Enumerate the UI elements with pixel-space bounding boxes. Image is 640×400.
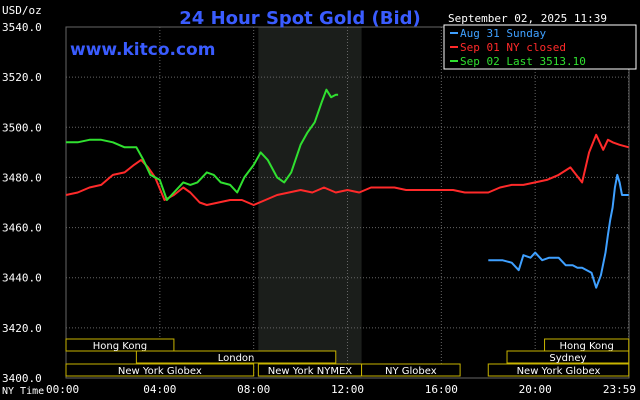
session-band: NY Globex xyxy=(361,363,461,377)
kitco-watermark: www.kitco.com xyxy=(70,40,215,60)
series-line-0 xyxy=(488,173,629,289)
y-tick-label: 3480.0 xyxy=(2,171,42,184)
highlight-layer xyxy=(258,27,362,378)
session-band: New York Globex xyxy=(65,363,255,377)
session-box xyxy=(135,350,337,364)
session-box xyxy=(487,363,630,377)
y-tick-label: 3400.0 xyxy=(2,372,42,385)
legend-item-sep01: Sep 01 NY closed xyxy=(450,41,566,54)
session-label: Hong Kong xyxy=(93,341,147,352)
x-tick-label: 04:00 xyxy=(143,383,176,396)
y-tick-label: 3420.0 xyxy=(2,322,42,335)
x-tick-label: 12:00 xyxy=(331,383,364,396)
session-label: London xyxy=(218,353,255,364)
session-label: Sydney xyxy=(549,353,586,364)
session-band: Sydney xyxy=(506,350,630,364)
session-bands: Hong Kong Hong Kong London Sydney New York G… xyxy=(65,338,630,377)
session-band: New York Globex xyxy=(487,363,630,377)
y-tick-label: 3500.0 xyxy=(2,121,42,134)
y-tick-label: 3460.0 xyxy=(2,222,42,235)
y-tick-labels: 3540.0 3520.0 3500.0 3480.0 3460.0 3440.0 3420… xyxy=(2,21,42,385)
session-label: Hong Kong xyxy=(559,341,613,352)
session-label: New York Globex xyxy=(517,366,601,377)
y-tick-label: 3440.0 xyxy=(2,272,42,285)
plot-frame xyxy=(65,26,630,379)
y-tick-label: 3520.0 xyxy=(2,71,42,84)
legend-item-sep02: Sep 02 Last 3513.10 xyxy=(450,55,586,68)
series-line-2 xyxy=(66,88,339,201)
session-box xyxy=(65,338,175,352)
legend-label: Sep 01 NY closed xyxy=(460,41,566,54)
x-tick-label: 23:59 xyxy=(603,383,636,396)
session-band: London xyxy=(135,350,337,364)
session-box xyxy=(361,363,461,377)
legend-item-aug31: Aug 31 Sunday xyxy=(450,27,546,40)
legend-label: Sep 02 Last 3513.10 xyxy=(460,55,586,68)
x-tick-labels: 00:00 04:00 08:00 12:00 16:00 20:00 23:59 xyxy=(46,383,636,396)
session-band: Hong Kong xyxy=(544,338,630,352)
legend-label: Aug 31 Sunday xyxy=(460,27,546,40)
y-axis-units: USD/oz xyxy=(2,4,42,17)
x-tick-label: 20:00 xyxy=(519,383,552,396)
legend-box xyxy=(443,24,637,70)
chart-datetime: September 02, 2025 11:39 xyxy=(448,12,607,25)
session-label: New York NYMEX xyxy=(268,366,353,377)
session-box xyxy=(65,363,255,377)
x-tick-label: 00:00 xyxy=(46,383,79,396)
session-band: New York NYMEX xyxy=(257,363,363,377)
x-tick-label: 16:00 xyxy=(425,383,458,396)
nymex-highlight-band xyxy=(258,27,362,378)
chart-title: 24 Hour Spot Gold (Bid) xyxy=(179,8,420,29)
legend: Aug 31 Sunday Sep 01 NY closed Sep 02 La… xyxy=(443,24,637,70)
series-layer xyxy=(65,88,630,289)
x-tick-label: 08:00 xyxy=(237,383,270,396)
session-label: NY Globex xyxy=(385,366,437,377)
grid-layer xyxy=(65,26,630,379)
session-label: New York Globex xyxy=(118,366,202,377)
y-tick-label: 3540.0 xyxy=(2,21,42,34)
session-box xyxy=(506,350,630,364)
session-band: Hong Kong xyxy=(65,338,175,352)
x-axis-caption: NY Time xyxy=(2,386,44,397)
